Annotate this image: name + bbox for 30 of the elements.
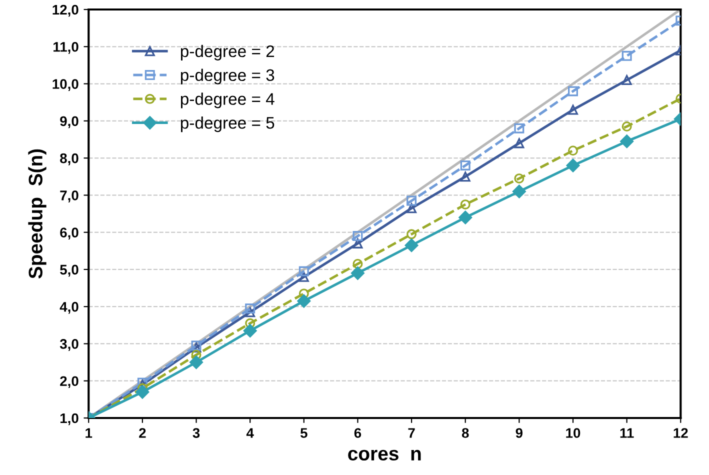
x-tick-label: 10 — [566, 428, 580, 438]
x-tick-label: 4 — [246, 428, 254, 438]
y-tick-label: 8,0 — [60, 153, 78, 166]
y-tick-label: 7,0 — [60, 190, 78, 202]
y-tick-label: 6,0 — [60, 228, 78, 240]
x-tick-label: 7 — [408, 428, 415, 438]
y-tick-label: 3,0 — [60, 339, 78, 351]
y-tick-label: 4,0 — [60, 302, 78, 314]
x-tick-label: 2 — [139, 428, 146, 438]
y-tick-label: 1,0 — [60, 413, 78, 426]
x-tick-label: 8 — [462, 428, 469, 438]
x-tick-label: 5 — [300, 428, 308, 438]
x-tick-label: 3 — [192, 428, 200, 438]
y-tick-label: 11,0 — [54, 42, 78, 54]
x-tick-label: 6 — [354, 428, 362, 438]
legend-label: p-degree = 2 — [180, 44, 274, 60]
y-tick-label: 9,0 — [60, 116, 78, 128]
y-tick-label: 12,0 — [52, 4, 78, 17]
x-tick-label: 1 — [86, 428, 92, 438]
x-tick-label: 9 — [516, 428, 523, 438]
legend-label: p-degree = 5 — [180, 116, 274, 132]
y-tick-label: 10,0 — [52, 79, 78, 91]
legend-label: p-degree = 4 — [180, 92, 274, 108]
y-tick-label: 5,0 — [60, 264, 78, 277]
x-tick-label: 11 — [620, 428, 634, 438]
x-tick-label: 12 — [674, 428, 688, 438]
x-axis-title: cores n — [348, 450, 421, 461]
y-tick-label: 2,0 — [60, 376, 78, 388]
y-axis-title: Speedup S(n) — [28, 149, 46, 279]
legend-label: p-degree = 3 — [180, 68, 274, 84]
